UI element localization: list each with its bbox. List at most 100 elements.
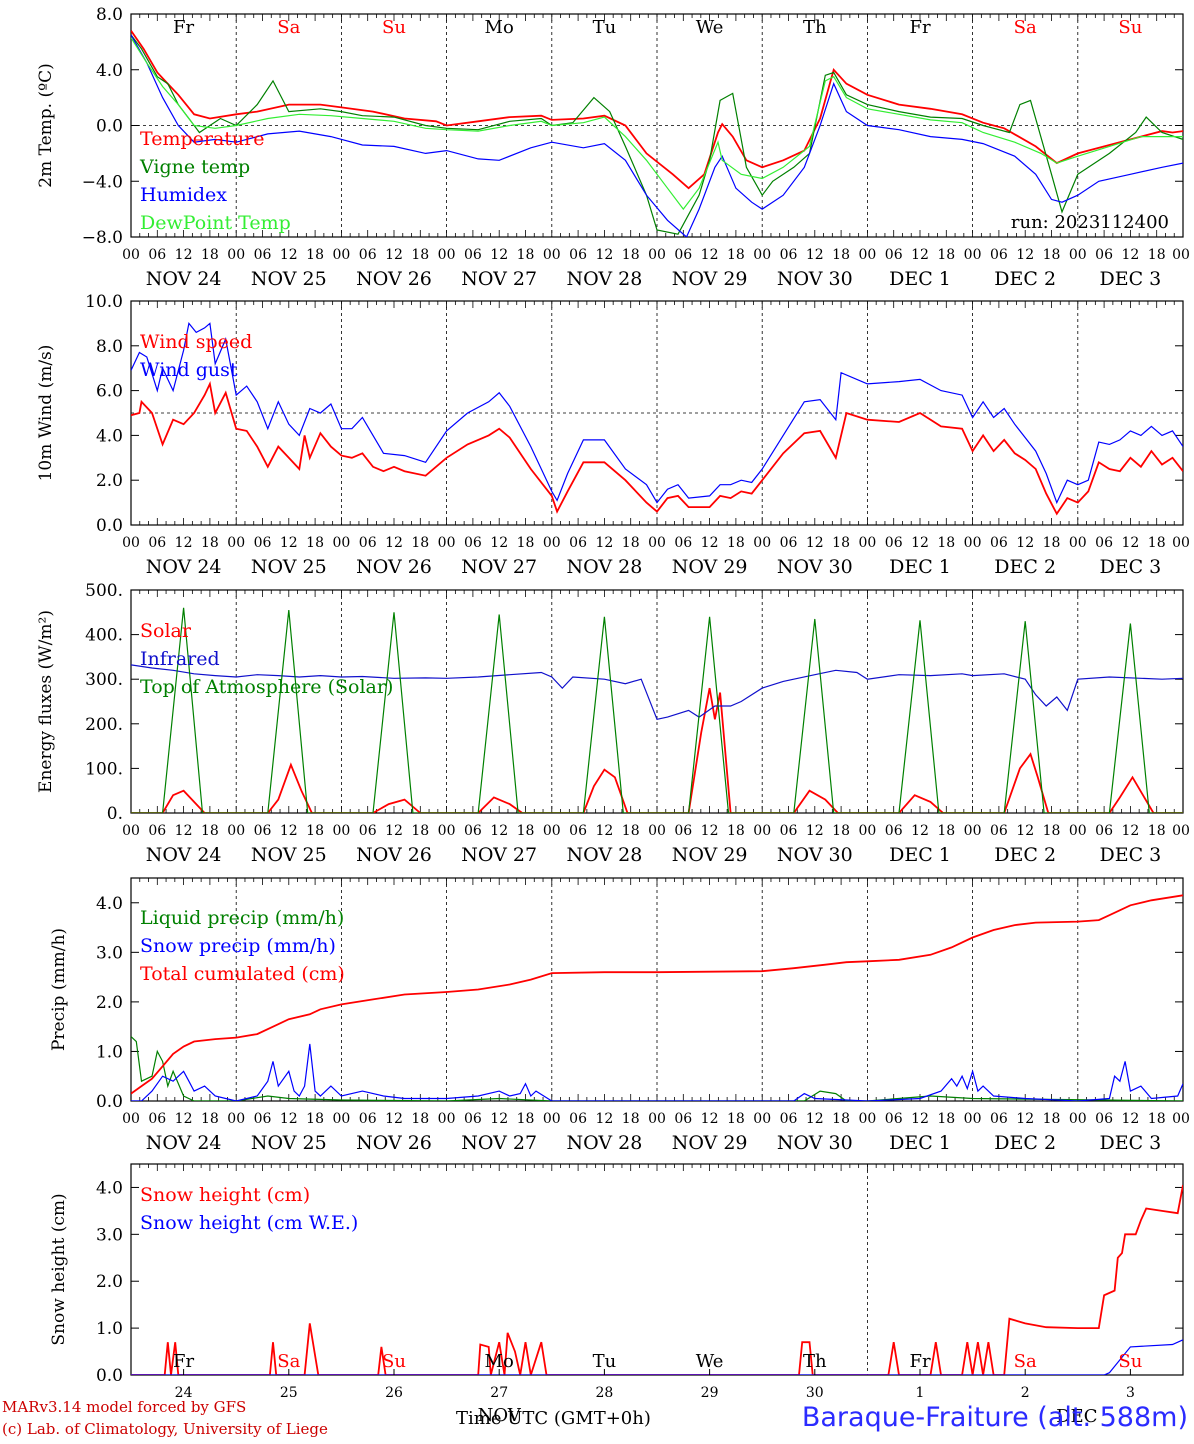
legend-entry: Snow precip (mm/h) <box>140 935 336 957</box>
weekday-label: We <box>696 17 724 38</box>
hour-label: 06 <box>359 823 377 839</box>
hour-label: 00 <box>964 247 982 263</box>
hour-label: 18 <box>411 1111 429 1127</box>
weekday-label: Sa <box>1014 1351 1037 1372</box>
hour-label: 12 <box>385 1111 403 1127</box>
hour-label: 18 <box>1148 1111 1166 1127</box>
hour-label: 00 <box>648 247 666 263</box>
hour-label: 18 <box>937 823 955 839</box>
hour-label: 00 <box>438 535 456 551</box>
date-label: NOV 28 <box>566 1132 642 1154</box>
hour-label: 18 <box>306 535 324 551</box>
series-line-snow-height-cm- <box>131 1184 1183 1375</box>
hour-label: 18 <box>1148 535 1166 551</box>
hour-label: 12 <box>701 535 719 551</box>
y-tick-label: 0. <box>107 804 123 824</box>
legend-entry: Temperature <box>140 128 264 150</box>
date-label: NOV 24 <box>146 844 222 866</box>
date-label: NOV 24 <box>146 268 222 290</box>
date-label: DEC 3 <box>1100 556 1162 578</box>
hour-label: 00 <box>858 535 876 551</box>
hour-label: 00 <box>964 1111 982 1127</box>
weekday-label: Sa <box>277 17 300 38</box>
date-label: DEC 1 <box>889 556 951 578</box>
hour-label: 06 <box>148 1111 166 1127</box>
date-label: NOV 28 <box>566 556 642 578</box>
hour-label: 06 <box>674 823 692 839</box>
hour-label: 18 <box>201 247 219 263</box>
date-label: NOV 27 <box>461 844 537 866</box>
y-tick-label: 200. <box>85 715 123 735</box>
weekday-label: Su <box>1118 17 1142 38</box>
hour-label: 12 <box>280 1111 298 1127</box>
hour-label: 12 <box>385 823 403 839</box>
month-label: DEC <box>1056 1406 1097 1427</box>
hour-label: 18 <box>622 535 640 551</box>
hour-label: 06 <box>990 1111 1008 1127</box>
hour-label: 18 <box>517 1111 535 1127</box>
hour-label: 18 <box>517 247 535 263</box>
y-axis-label: Snow height (cm) <box>49 1193 69 1345</box>
hour-label: 06 <box>674 1111 692 1127</box>
legend-entry: Liquid precip (mm/h) <box>140 907 344 929</box>
day-number-label: 29 <box>701 1385 719 1401</box>
hour-label: 12 <box>1121 535 1139 551</box>
y-tick-label: 8.0 <box>96 337 123 357</box>
panel-3: 500. 400. 300. 200. 100. 0. Energy fluxes (W/m… <box>36 581 1190 866</box>
hour-label: 12 <box>911 1111 929 1127</box>
hour-label: 06 <box>885 247 903 263</box>
hour-label: 06 <box>569 535 587 551</box>
hour-label: 12 <box>490 247 508 263</box>
series-line-dewpoint-temp <box>131 37 1183 211</box>
y-axis-label: 2m Temp. (ºC) <box>36 63 56 188</box>
hour-label: 18 <box>832 1111 850 1127</box>
weekday-label: We <box>696 1351 724 1372</box>
hour-label: 18 <box>1043 1111 1061 1127</box>
date-label: NOV 28 <box>566 268 642 290</box>
date-label: NOV 29 <box>672 556 748 578</box>
y-tick-label: 4.0 <box>96 1178 123 1198</box>
day-number-label: 2 <box>1021 1385 1030 1401</box>
weekday-label: Fr <box>909 17 930 38</box>
day-number-label: 28 <box>595 1385 613 1401</box>
hour-label: 12 <box>1121 823 1139 839</box>
x-axis-title: Time UTC (GMT+0h) <box>456 1408 651 1429</box>
weekday-label: Th <box>803 1351 827 1372</box>
series-line-snow-precip-mm-h- <box>131 1043 1183 1101</box>
hour-label: 00 <box>438 823 456 839</box>
date-label: NOV 30 <box>777 844 853 866</box>
hour-label: 18 <box>727 1111 745 1127</box>
date-label: DEC 3 <box>1100 844 1162 866</box>
hour-label: 18 <box>517 535 535 551</box>
y-tick-label: 2.0 <box>96 1272 123 1292</box>
hour-label: 18 <box>832 823 850 839</box>
series-line-liquid-precip-mm-h- <box>131 1036 1183 1101</box>
month-label: NOV <box>478 1405 522 1426</box>
hour-label: 12 <box>385 535 403 551</box>
y-tick-label: 0.0 <box>96 117 123 137</box>
station-name: Baraque-Fraiture (alt. 588m) <box>801 1402 1188 1433</box>
date-label: NOV 25 <box>251 844 327 866</box>
series-line-wind-gust <box>131 322 1183 505</box>
hour-label: 00 <box>753 247 771 263</box>
hour-label: 12 <box>1121 247 1139 263</box>
date-label: NOV 28 <box>566 844 642 866</box>
hour-label: 00 <box>1172 1111 1190 1127</box>
day-number-label: 26 <box>385 1385 403 1401</box>
y-tick-label: 4.0 <box>96 426 123 446</box>
date-label: NOV 26 <box>356 844 432 866</box>
date-label: NOV 27 <box>461 1132 537 1154</box>
date-label: NOV 27 <box>461 268 537 290</box>
hour-label: 18 <box>727 823 745 839</box>
panel-5: 4.0 3.0 2.0 1.0 0.0 Snow height (cm) Snow heig… <box>49 1163 1184 1427</box>
series-line-humidex <box>131 34 1183 237</box>
day-number-label: 30 <box>806 1385 824 1401</box>
y-tick-label: 0.0 <box>96 516 123 536</box>
hour-label: 06 <box>990 535 1008 551</box>
date-label: DEC 2 <box>994 1132 1056 1154</box>
legend-entry: Wind speed <box>140 331 252 353</box>
hour-label: 06 <box>359 1111 377 1127</box>
run-annotation: run: 2023112400 <box>1011 212 1169 233</box>
y-tick-label: 6.0 <box>96 382 123 402</box>
hour-label: 12 <box>806 247 824 263</box>
